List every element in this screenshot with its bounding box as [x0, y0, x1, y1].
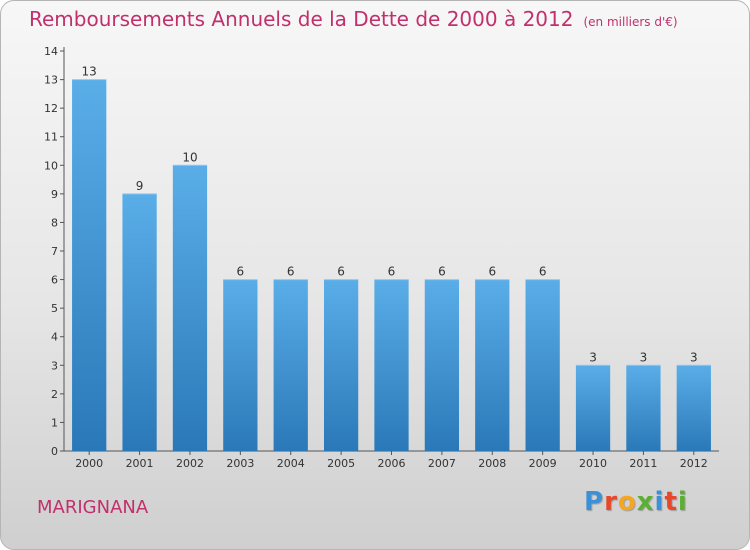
bar-value-label: 3 [640, 350, 648, 364]
y-tick-label: 3 [51, 359, 58, 372]
y-tick-label: 9 [51, 188, 58, 201]
bar-value-label: 6 [337, 265, 345, 279]
chart-subtitle: (en milliers d'€) [583, 15, 678, 29]
x-tick-label: 2006 [378, 457, 406, 470]
bar [72, 79, 107, 452]
logo-letter: r [604, 487, 618, 517]
bar [223, 279, 258, 451]
town-name: MARIGNANA [37, 497, 149, 518]
bar-value-label: 6 [237, 265, 245, 279]
chart-title-text: Remboursements Annuels de la Dette de 20… [29, 7, 574, 31]
logo-letter: i [654, 487, 665, 517]
x-tick-label: 2000 [75, 457, 103, 470]
bar-value-label: 6 [438, 265, 446, 279]
bar [525, 279, 560, 451]
x-tick-label: 2012 [680, 457, 708, 470]
bar [122, 193, 157, 451]
logo-letter: t [664, 487, 678, 517]
y-tick-label: 6 [51, 274, 58, 287]
bar-value-label: 10 [182, 150, 197, 164]
bar [676, 365, 711, 451]
x-tick-label: 2004 [277, 457, 305, 470]
bar [626, 365, 661, 451]
y-tick-label: 7 [51, 245, 58, 258]
y-tick-label: 13 [44, 74, 58, 87]
x-tick-label: 2009 [529, 457, 557, 470]
y-tick-label: 11 [44, 131, 58, 144]
bar-value-label: 3 [589, 350, 597, 364]
x-tick-label: 2010 [579, 457, 607, 470]
logo-letter: i [677, 487, 688, 517]
y-tick-label: 1 [51, 416, 58, 429]
bar-value-label: 6 [539, 265, 547, 279]
y-tick-label: 12 [44, 102, 58, 115]
chart-title: Remboursements Annuels de la Dette de 20… [29, 7, 678, 31]
bar-value-label: 13 [82, 65, 97, 79]
bar [172, 165, 208, 452]
x-tick-label: 2008 [478, 457, 506, 470]
proxiti-logo[interactable]: Proxiti [584, 487, 688, 517]
x-tick-label: 2007 [428, 457, 456, 470]
x-tick-label: 2001 [126, 457, 154, 470]
y-tick-label: 2 [51, 388, 58, 401]
y-tick-label: 8 [51, 216, 58, 229]
bar [424, 279, 460, 451]
bar [374, 279, 409, 451]
x-tick-label: 2002 [176, 457, 204, 470]
x-tick-label: 2011 [629, 457, 657, 470]
y-tick-label: 14 [44, 45, 58, 58]
y-tick-label: 10 [44, 159, 58, 172]
bar-value-label: 3 [690, 350, 698, 364]
bar-value-label: 6 [287, 265, 295, 279]
logo-letter: o [617, 487, 637, 517]
bar-value-label: 6 [388, 265, 396, 279]
bar-value-label: 9 [136, 179, 144, 193]
y-tick-label: 5 [51, 302, 58, 315]
bar [575, 365, 611, 451]
logo-letter: x [636, 487, 655, 517]
x-tick-label: 2003 [226, 457, 254, 470]
bar [273, 279, 308, 451]
logo-letter: P [584, 487, 605, 517]
y-tick-label: 0 [51, 445, 58, 458]
bar [475, 279, 510, 451]
x-tick-label: 2005 [327, 457, 355, 470]
bar [323, 279, 359, 451]
y-tick-label: 4 [51, 331, 58, 344]
bar-value-label: 6 [488, 265, 496, 279]
